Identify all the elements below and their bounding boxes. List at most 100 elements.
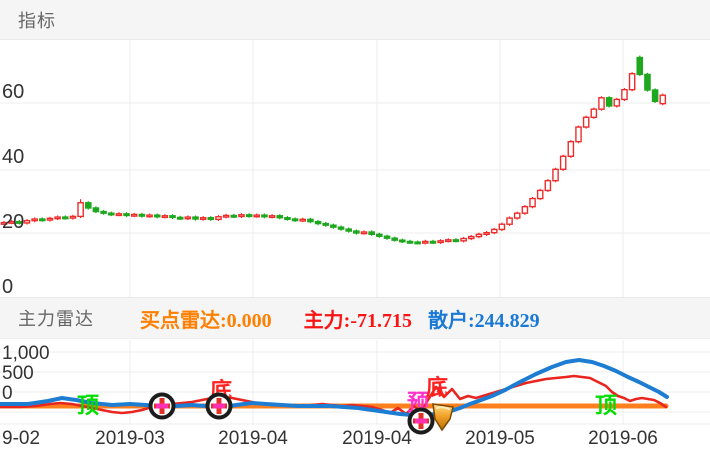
y-axis-label: 20 — [2, 211, 24, 233]
gold-arrow-icon — [432, 403, 454, 432]
candle-body — [399, 239, 406, 243]
candle-body — [268, 215, 276, 219]
candle-body — [77, 202, 84, 218]
candle-body — [161, 215, 169, 219]
candle-body — [644, 73, 651, 91]
candle-body — [590, 108, 598, 119]
radar-main-force-value: 主力:-71.715 — [303, 309, 412, 332]
y-axis-label: 40 — [2, 146, 24, 168]
candle-body — [23, 219, 31, 224]
candle-body — [39, 218, 46, 222]
candle-body — [376, 233, 383, 237]
candle-body — [276, 215, 284, 219]
candle-body — [452, 239, 460, 243]
signal-top-label: 顶 — [595, 393, 617, 418]
candle-body — [176, 216, 184, 220]
y-axis-label: 500 — [2, 363, 34, 384]
candle-body — [429, 240, 437, 244]
candle-body — [536, 189, 544, 200]
candle-body — [69, 215, 77, 219]
gold-arrow-highlight — [436, 406, 450, 410]
candle-body — [628, 73, 636, 91]
candle-body — [307, 218, 314, 223]
marker-cross — [156, 403, 168, 409]
candle-body — [299, 218, 307, 222]
candle-body — [659, 94, 667, 105]
candle-body — [169, 215, 176, 219]
candle-body — [230, 214, 238, 218]
candle-body — [636, 56, 644, 76]
candle-body — [100, 210, 107, 214]
candle-body — [567, 140, 575, 158]
y-axis-label: 1,000 — [2, 343, 50, 364]
candle-body — [192, 216, 199, 220]
y-axis-label: 0 — [2, 383, 13, 404]
radar-header: 主力雷达 买点雷达:0.000 主力:-71.715 散户:244.829 — [0, 297, 710, 339]
candle-body — [460, 237, 467, 242]
candle-body — [605, 97, 613, 107]
signal-cross-marker — [205, 392, 233, 420]
candle-body — [360, 231, 368, 235]
x-axis-date-label: 2019-03 — [95, 428, 165, 449]
indicator-header: 指标 — [0, 0, 710, 40]
candle-body — [391, 237, 398, 241]
candle-body — [153, 214, 161, 218]
candle-body — [475, 233, 483, 238]
radar-buy-signal-value: 买点雷达:0.000 — [140, 309, 272, 332]
candle-body — [92, 207, 100, 213]
candle-body — [284, 217, 291, 221]
candle-body — [559, 155, 567, 171]
candle-body — [513, 212, 521, 219]
candle-body — [582, 116, 590, 128]
candle-body — [130, 213, 138, 217]
candle-body — [46, 217, 54, 221]
candle-body — [291, 218, 299, 222]
candle-body — [107, 212, 115, 216]
candle-body — [8, 220, 15, 224]
x-axis-date-label: 2019-04 — [218, 428, 288, 449]
candle-body — [444, 239, 452, 243]
candle-body — [337, 226, 345, 230]
candle-body — [383, 235, 391, 239]
candle-body — [138, 213, 146, 217]
signal-arrow-marker — [432, 403, 454, 432]
candle-body — [322, 222, 330, 226]
candle-body — [0, 221, 8, 225]
candle-body — [598, 97, 605, 110]
candle-body — [314, 220, 322, 225]
candle-body — [490, 228, 498, 234]
candle-body — [261, 214, 268, 218]
candle-body — [146, 214, 153, 218]
candle-body — [184, 216, 192, 220]
y-axis-label: 0 — [2, 276, 13, 298]
signal-cross-marker — [148, 392, 176, 420]
candle-body — [245, 214, 253, 218]
candle-body — [61, 216, 69, 220]
radar-retail-value: 散户:244.829 — [428, 309, 540, 332]
candle-body — [613, 98, 621, 107]
candle-body — [215, 216, 222, 221]
marker-cross — [213, 403, 225, 409]
marker-cross — [415, 418, 427, 424]
signal-cross-marker — [407, 407, 435, 435]
candle-body — [506, 217, 513, 225]
candle-body — [54, 216, 61, 220]
candle-body — [31, 218, 38, 222]
candle-body — [199, 217, 207, 221]
candle-body — [521, 205, 529, 214]
candle-body — [115, 213, 123, 217]
candle-body — [414, 241, 421, 245]
candle-body — [544, 179, 552, 192]
candle-body — [222, 214, 230, 218]
candle-body — [16, 220, 23, 224]
x-axis-date-label: 2019-06 — [588, 428, 658, 449]
radar-title: 主力雷达 — [18, 309, 94, 329]
candle-body — [498, 223, 506, 231]
candle-body — [651, 89, 659, 103]
candle-body — [467, 235, 475, 240]
indicator-title: 指标 — [18, 10, 56, 31]
retail-line — [0, 358, 669, 417]
